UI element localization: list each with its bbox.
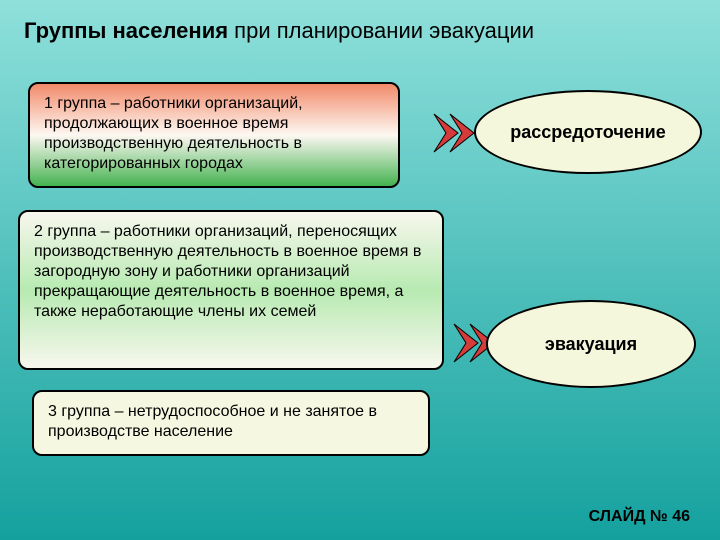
title-bold-part: Группы населения bbox=[24, 18, 228, 43]
dispersal-oval: рассредоточение bbox=[474, 90, 702, 174]
slide: Группы населения при планировании эвакуа… bbox=[0, 0, 720, 540]
dispersal-label: рассредоточение bbox=[510, 122, 666, 143]
evacuation-oval: эвакуация bbox=[486, 300, 696, 388]
title-rest-part: при планировании эвакуации bbox=[228, 18, 534, 43]
arrow-to-dispersal bbox=[432, 112, 476, 154]
group2-box: 2 группа – работники организаций, перено… bbox=[18, 210, 444, 370]
footer-number: 46 bbox=[672, 508, 690, 525]
group1-box: 1 группа – работники организаций, продол… bbox=[28, 82, 400, 188]
slide-footer: СЛАЙД № 46 bbox=[589, 508, 690, 526]
footer-label: СЛАЙД № bbox=[589, 508, 668, 525]
group3-text: 3 группа – нетрудоспособное и не занятое… bbox=[48, 403, 377, 440]
group1-text: 1 группа – работники организаций, продол… bbox=[44, 95, 303, 172]
group2-text: 2 группа – работники организаций, перено… bbox=[34, 223, 421, 320]
slide-title: Группы населения при планировании эвакуа… bbox=[24, 18, 696, 44]
evacuation-label: эвакуация bbox=[545, 334, 637, 355]
group3-box: 3 группа – нетрудоспособное и не занятое… bbox=[32, 390, 430, 456]
